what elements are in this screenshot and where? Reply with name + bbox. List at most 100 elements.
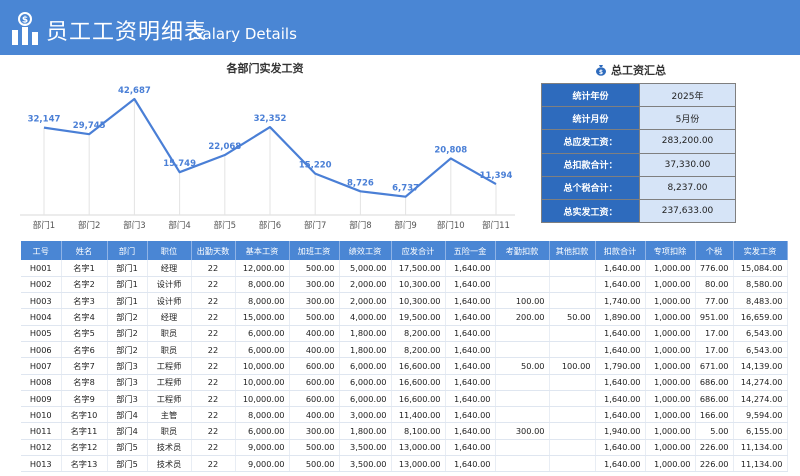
table-cell — [549, 374, 596, 391]
table-cell: 16,600.00 — [391, 374, 446, 391]
table-cell: 1,640.00 — [595, 374, 646, 391]
table-cell: 14,139.00 — [733, 357, 788, 375]
table-cell: 1,940.00 — [595, 422, 646, 440]
data-label: 32,352 — [254, 114, 287, 124]
table-cell: 6,543.00 — [733, 325, 788, 342]
table-cell: 1,740.00 — [595, 292, 646, 310]
table-cell: 10,000.00 — [235, 390, 290, 408]
x-tick-label: 部门10 — [437, 220, 465, 231]
table-cell: 职员 — [147, 325, 192, 342]
table-cell: 6,000.00 — [235, 341, 290, 359]
table-cell: 300.00 — [289, 292, 340, 310]
table-cell: 8,200.00 — [391, 325, 446, 342]
table-cell: 1,640.00 — [445, 422, 496, 440]
table-cell: 16,600.00 — [391, 357, 446, 375]
table-cell: 22 — [191, 308, 236, 326]
table-cell: 职员 — [147, 422, 192, 440]
table-cell: 名字6 — [61, 341, 108, 359]
table-cell: 名字12 — [61, 439, 108, 457]
table-cell — [549, 276, 596, 294]
table-row: H006 名字6 部门2 职员 22 6,000.00 400.00 1,800.00 8,20… — [21, 341, 788, 359]
table-cell: 1,000.00 — [645, 292, 696, 310]
table-cell: 1,800.00 — [339, 325, 392, 342]
table-cell: 1,640.00 — [445, 374, 496, 391]
table-cell: 600.00 — [289, 374, 340, 391]
column-header: 考勤扣款 — [495, 241, 550, 260]
data-label: 8,726 — [347, 178, 374, 188]
table-cell: 1,000.00 — [645, 390, 696, 408]
table-cell: 3,500.00 — [339, 455, 392, 473]
table-cell: 部门4 — [107, 422, 148, 440]
summary-value: 2025年 — [639, 82, 736, 108]
table-cell: 工程师 — [147, 374, 192, 391]
table-cell: 6,000.00 — [339, 390, 392, 408]
data-label: 22,068 — [208, 142, 241, 152]
table-cell: 166.00 — [695, 406, 734, 424]
data-label: 11,394 — [480, 171, 513, 181]
table-cell: 22 — [191, 292, 236, 310]
table-cell: 1,000.00 — [645, 455, 696, 473]
table-cell: 3,500.00 — [339, 439, 392, 457]
column-header: 部门 — [107, 241, 148, 260]
table-cell: 1,640.00 — [445, 292, 496, 310]
table-cell: 1,800.00 — [339, 341, 392, 359]
table-cell: 16,600.00 — [391, 390, 446, 408]
table-cell: 经理 — [147, 260, 192, 277]
table-cell — [549, 455, 596, 473]
table-cell: 100.00 — [495, 292, 550, 310]
table-cell — [549, 439, 596, 457]
table-cell: 11,134.00 — [733, 455, 788, 473]
table-cell: 1,000.00 — [645, 325, 696, 342]
table-cell: 名字7 — [61, 357, 108, 375]
table-cell: 1,640.00 — [445, 455, 496, 473]
table-cell: 671.00 — [695, 357, 734, 375]
summary-key: 总个税合计： — [541, 175, 640, 200]
table-cell — [549, 406, 596, 424]
table-cell: 22 — [191, 439, 236, 457]
table-cell: 2,000.00 — [339, 292, 392, 310]
table-cell: 500.00 — [289, 308, 340, 326]
table-cell: H005 — [21, 325, 62, 342]
summary-row: 统计年份 2025年 — [541, 82, 736, 108]
table-cell: 4,000.00 — [339, 308, 392, 326]
table-cell: 1,640.00 — [445, 341, 496, 359]
data-label: 42,687 — [118, 86, 151, 96]
column-header: 加班工资 — [289, 241, 340, 260]
table-cell: 8,100.00 — [391, 422, 446, 440]
table-cell: 600.00 — [289, 390, 340, 408]
column-header: 职位 — [147, 241, 192, 260]
table-cell: 8,000.00 — [235, 292, 290, 310]
table-cell: 11,134.00 — [733, 439, 788, 457]
table-cell: 300.00 — [495, 422, 550, 440]
table-cell: 500.00 — [289, 455, 340, 473]
data-label: 15,749 — [163, 159, 196, 169]
summary-key: 总应发工资： — [541, 129, 640, 154]
table-cell: 16,659.00 — [733, 308, 788, 326]
table-cell: 22 — [191, 260, 236, 277]
table-cell: 部门2 — [107, 341, 148, 359]
table-cell — [549, 422, 596, 440]
table-cell: 主管 — [147, 406, 192, 424]
table-cell: 1,640.00 — [595, 276, 646, 294]
table-cell: 6,000.00 — [339, 374, 392, 391]
table-cell: 6,543.00 — [733, 341, 788, 359]
page-title: 员工工资明细表 — [46, 20, 208, 45]
column-header: 工号 — [21, 241, 62, 260]
table-cell: 6,000.00 — [339, 357, 392, 375]
table-cell: 9,000.00 — [235, 455, 290, 473]
dept-salary-line-chart: 32,147 部门1 29,745 部门2 42,687 部门3 15,749 部门4 22,0… — [20, 86, 515, 231]
table-cell: 22 — [191, 455, 236, 473]
summary-value: 37,330.00 — [639, 152, 736, 177]
table-cell: 1,640.00 — [595, 455, 646, 473]
table-cell: 22 — [191, 341, 236, 359]
table-cell: 8,000.00 — [235, 276, 290, 294]
table-cell: 300.00 — [289, 422, 340, 440]
series-line — [43, 97, 497, 198]
table-cell: 400.00 — [289, 341, 340, 359]
table-cell: 1,640.00 — [595, 390, 646, 408]
table-cell: 6,000.00 — [235, 325, 290, 342]
table-cell: 686.00 — [695, 390, 734, 408]
table-cell: H007 — [21, 357, 62, 375]
table-cell: H001 — [21, 260, 62, 277]
data-label: 15,220 — [299, 161, 332, 171]
